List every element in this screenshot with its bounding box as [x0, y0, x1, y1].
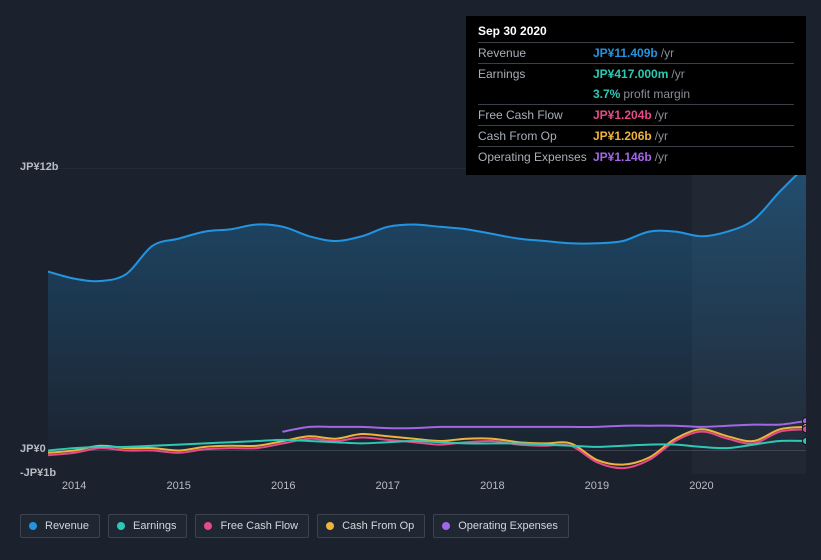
x-axis-tick: 2016 [271, 480, 295, 492]
tooltip-date: Sep 30 2020 [478, 24, 794, 42]
tooltip-row: RevenueJP¥11.409b/yr [478, 42, 794, 63]
tooltip-row: Free Cash FlowJP¥1.204b/yr [478, 104, 794, 125]
tooltip-unit: /yr [655, 107, 668, 123]
legend-item-opex[interactable]: Operating Expenses [433, 514, 569, 538]
chart-plot [48, 168, 806, 474]
tooltip-label: Earnings [478, 66, 593, 82]
tooltip-row: Cash From OpJP¥1.206b/yr [478, 125, 794, 146]
tooltip-unit: /yr [655, 149, 668, 165]
tooltip-value: JP¥1.206b [593, 128, 652, 144]
legend-label: Revenue [45, 520, 89, 532]
tooltip-note: profit margin [623, 86, 690, 102]
tooltip-value: JP¥1.204b [593, 107, 652, 123]
legend-label: Cash From Op [342, 520, 414, 532]
tooltip-row: 3.7%profit margin [478, 84, 794, 104]
tooltip-label: Free Cash Flow [478, 107, 593, 123]
legend-item-revenue[interactable]: Revenue [20, 514, 100, 538]
tooltip-label [478, 86, 593, 102]
x-axis: 2014 2015 2016 2017 2018 2019 2020 [20, 480, 810, 500]
legend-dot [29, 522, 37, 530]
y-axis-label: JP¥12b [20, 161, 59, 173]
legend-label: Earnings [133, 520, 176, 532]
tooltip-value: JP¥1.146b [593, 149, 652, 165]
legend-dot [326, 522, 334, 530]
legend-label: Operating Expenses [458, 520, 558, 532]
tooltip-label: Operating Expenses [478, 149, 593, 165]
tooltip-row: EarningsJP¥417.000m/yr [478, 63, 794, 84]
legend-item-earnings[interactable]: Earnings [108, 514, 187, 538]
tooltip-unit: /yr [671, 66, 684, 82]
x-axis-tick: 2015 [166, 480, 190, 492]
y-axis-label: -JP¥1b [20, 467, 56, 479]
tooltip-row: Operating ExpensesJP¥1.146b/yr [478, 146, 794, 167]
legend-dot [117, 522, 125, 530]
legend-dot [442, 522, 450, 530]
tooltip-label: Revenue [478, 45, 593, 61]
legend-item-cfo[interactable]: Cash From Op [317, 514, 425, 538]
tooltip-value: 3.7% [593, 86, 620, 102]
tooltip-unit: /yr [655, 128, 668, 144]
tooltip-value: JP¥11.409b [593, 45, 658, 61]
legend: Revenue Earnings Free Cash Flow Cash From O… [20, 514, 569, 538]
tooltip-value: JP¥417.000m [593, 66, 668, 82]
x-axis-tick: 2014 [62, 480, 86, 492]
legend-dot [204, 522, 212, 530]
x-axis-tick: 2019 [585, 480, 609, 492]
legend-label: Free Cash Flow [220, 520, 298, 532]
tooltip-box: Sep 30 2020 RevenueJP¥11.409b/yrEarnings… [466, 16, 806, 175]
x-axis-tick: 2018 [480, 480, 504, 492]
legend-item-fcf[interactable]: Free Cash Flow [195, 514, 309, 538]
tooltip-unit: /yr [661, 45, 674, 61]
y-axis-label: JP¥0 [20, 443, 46, 455]
tooltip-label: Cash From Op [478, 128, 593, 144]
x-axis-tick: 2020 [689, 480, 713, 492]
x-axis-tick: 2017 [376, 480, 400, 492]
